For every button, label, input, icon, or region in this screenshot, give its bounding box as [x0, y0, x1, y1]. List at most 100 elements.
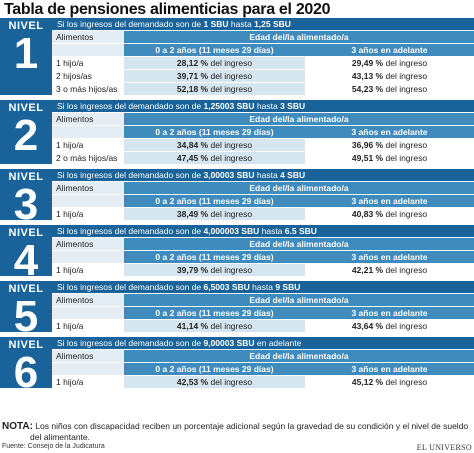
- alimentos-spacer: [52, 363, 124, 375]
- percent-young-suffix: del ingreso: [210, 265, 253, 275]
- alimentos-header: Alimentos: [52, 294, 124, 306]
- income-condition: Si los ingresos del demandado son de 9,0…: [52, 337, 474, 349]
- children-count: 1 hijo/a: [52, 208, 124, 220]
- income-condition-row: Si los ingresos del demandado son de 3,0…: [52, 169, 474, 181]
- condition-mid: hasta: [249, 282, 276, 292]
- condition-mid: en adelante: [254, 338, 302, 348]
- percent-old-value: 43,64 %: [351, 321, 384, 331]
- level-badge: NIVEL 4: [0, 225, 52, 283]
- percent-old-value: 43,13 %: [351, 71, 384, 81]
- percent-young-value: 34,84 %: [176, 140, 209, 150]
- percent-young-suffix: del ingreso: [210, 209, 253, 219]
- age-old-header: 3 años en adelante: [305, 251, 474, 263]
- level-1: NIVEL 1 Si los ingresos del demandado son …: [0, 18, 474, 95]
- age-young-header: 0 a 2 años (11 meses 29 días): [124, 363, 305, 375]
- percent-old-value: 40,83 %: [351, 209, 384, 219]
- percent-young: 39,71 % del ingreso: [124, 70, 305, 82]
- publisher-logo: EL UNIVERSO: [416, 443, 472, 452]
- level-2: NIVEL 2 Si los ingresos del demandado son …: [0, 100, 474, 164]
- income-condition: Si los ingresos del demandado son de 1,2…: [52, 100, 474, 112]
- level-table: Si los ingresos del demandado son de 1 S…: [52, 18, 474, 95]
- percent-old: 36,96 % del ingreso: [305, 139, 474, 151]
- percent-old-suffix: del ingreso: [385, 377, 428, 387]
- table-row: 1 hijo/a 39,79 % del ingreso 42,21 % del i…: [52, 264, 474, 276]
- percent-young-value: 42,53 %: [176, 377, 209, 387]
- age-header-row: Alimentos Edad del/la alimentado/a: [52, 182, 474, 194]
- age-subheader-row: 0 a 2 años (11 meses 29 días) 3 años en a…: [52, 126, 474, 138]
- level-6: NIVEL 6 Si los ingresos del demandado son …: [0, 337, 474, 395]
- level-number: 6: [13, 348, 39, 397]
- children-count: 2 hijos/as: [52, 70, 124, 82]
- condition-prefix: Si los ingresos del demandado son de: [57, 101, 204, 111]
- percent-young: 28,12 % del ingreso: [124, 57, 305, 69]
- condition-from: 4,000003 SBU: [203, 226, 260, 236]
- level-word: NIVEL: [8, 102, 44, 114]
- level-badge: NIVEL 5: [0, 281, 52, 339]
- level-badge: NIVEL 2: [0, 100, 52, 164]
- age-header-row: Alimentos Edad del/la alimentado/a: [52, 113, 474, 125]
- level-word: NIVEL: [8, 20, 44, 32]
- condition-mid: hasta: [228, 19, 255, 29]
- age-young-header: 0 a 2 años (11 meses 29 días): [124, 195, 305, 207]
- percent-old: 43,64 % del ingreso: [305, 320, 474, 332]
- table-row: 1 hijo/a 42,53 % del ingreso 45,12 % del i…: [52, 376, 474, 388]
- percent-old-value: 29,49 %: [351, 58, 384, 68]
- condition-to: 3 SBU: [280, 101, 306, 111]
- level-badge: NIVEL 6: [0, 337, 52, 395]
- level-word: NIVEL: [8, 283, 44, 295]
- income-condition-row: Si los ingresos del demandado son de 9,0…: [52, 337, 474, 349]
- note-text-line2: del alimentante.: [30, 432, 91, 442]
- condition-to: 1,25 SBU: [254, 19, 291, 29]
- source-credit: Fuente: Consejo de la Judicatura: [2, 443, 105, 450]
- age-old-header: 3 años en adelante: [305, 195, 474, 207]
- income-condition: Si los ingresos del demandado son de 3,0…: [52, 169, 474, 181]
- alimentos-header: Alimentos: [52, 238, 124, 250]
- table-row: 2 hijos/as 39,71 % del ingreso 43,13 % del…: [52, 70, 474, 82]
- percent-old-suffix: del ingreso: [385, 71, 428, 81]
- level-table: Si los ingresos del demandado son de 3,0…: [52, 169, 474, 220]
- age-subheader-row: 0 a 2 años (11 meses 29 días) 3 años en a…: [52, 195, 474, 207]
- percent-old-suffix: del ingreso: [385, 321, 428, 331]
- age-subheader-row: 0 a 2 años (11 meses 29 días) 3 años en a…: [52, 251, 474, 263]
- condition-prefix: Si los ingresos del demandado son de: [57, 226, 204, 236]
- age-old-header: 3 años en adelante: [305, 307, 474, 319]
- level-number: 1: [13, 29, 39, 78]
- condition-from: 1 SBU: [203, 19, 229, 29]
- condition-from: 3,00003 SBU: [203, 170, 255, 180]
- age-header: Edad del/la alimentado/a: [124, 182, 474, 194]
- income-condition: Si los ingresos del demandado son de 1 S…: [52, 18, 474, 30]
- alimentos-spacer: [52, 195, 124, 207]
- percent-old-suffix: del ingreso: [385, 58, 428, 68]
- percent-young-suffix: del ingreso: [210, 58, 253, 68]
- age-old-header: 3 años en adelante: [305, 363, 474, 375]
- percent-old-value: 36,96 %: [351, 140, 384, 150]
- table-row: 2 o más hijos/as 47,45 % del ingreso 49,51…: [52, 152, 474, 164]
- percent-old-value: 45,12 %: [351, 377, 384, 387]
- percent-young-suffix: del ingreso: [210, 140, 253, 150]
- condition-prefix: Si los ingresos del demandado son de: [57, 282, 204, 292]
- age-header: Edad del/la alimentado/a: [124, 294, 474, 306]
- table-row: 1 hijo/a 38,49 % del ingreso 40,83 % del i…: [52, 208, 474, 220]
- alimentos-header: Alimentos: [52, 182, 124, 194]
- condition-prefix: Si los ingresos del demandado son de: [57, 19, 204, 29]
- percent-young: 52,18 % del ingreso: [124, 83, 305, 95]
- table-row: 1 hijo/a 28,12 % del ingreso 29,49 % del i…: [52, 57, 474, 69]
- condition-prefix: Si los ingresos del demandado son de: [57, 338, 204, 348]
- percent-young: 42,53 % del ingreso: [124, 376, 305, 388]
- footer: Fuente: Consejo de la Judicatura EL UNIV…: [2, 443, 472, 453]
- percent-old-suffix: del ingreso: [385, 265, 428, 275]
- age-header-row: Alimentos Edad del/la alimentado/a: [52, 350, 474, 362]
- level-word: NIVEL: [8, 227, 44, 239]
- age-header-row: Alimentos Edad del/la alimentado/a: [52, 294, 474, 306]
- percent-young: 41,14 % del ingreso: [124, 320, 305, 332]
- table-row: 1 hijo/a 41,14 % del ingreso 43,64 % del i…: [52, 320, 474, 332]
- age-subheader-row: 0 a 2 años (11 meses 29 días) 3 años en a…: [52, 363, 474, 375]
- percent-young-value: 39,79 %: [176, 265, 209, 275]
- age-header-row: Alimentos Edad del/la alimentado/a: [52, 31, 474, 43]
- condition-to: 4 SBU: [280, 170, 306, 180]
- percent-young-suffix: del ingreso: [210, 153, 253, 163]
- alimentos-spacer: [52, 126, 124, 138]
- children-count: 2 o más hijos/as: [52, 152, 124, 164]
- level-table: Si los ingresos del demandado son de 6,5…: [52, 281, 474, 332]
- percent-young: 47,45 % del ingreso: [124, 152, 305, 164]
